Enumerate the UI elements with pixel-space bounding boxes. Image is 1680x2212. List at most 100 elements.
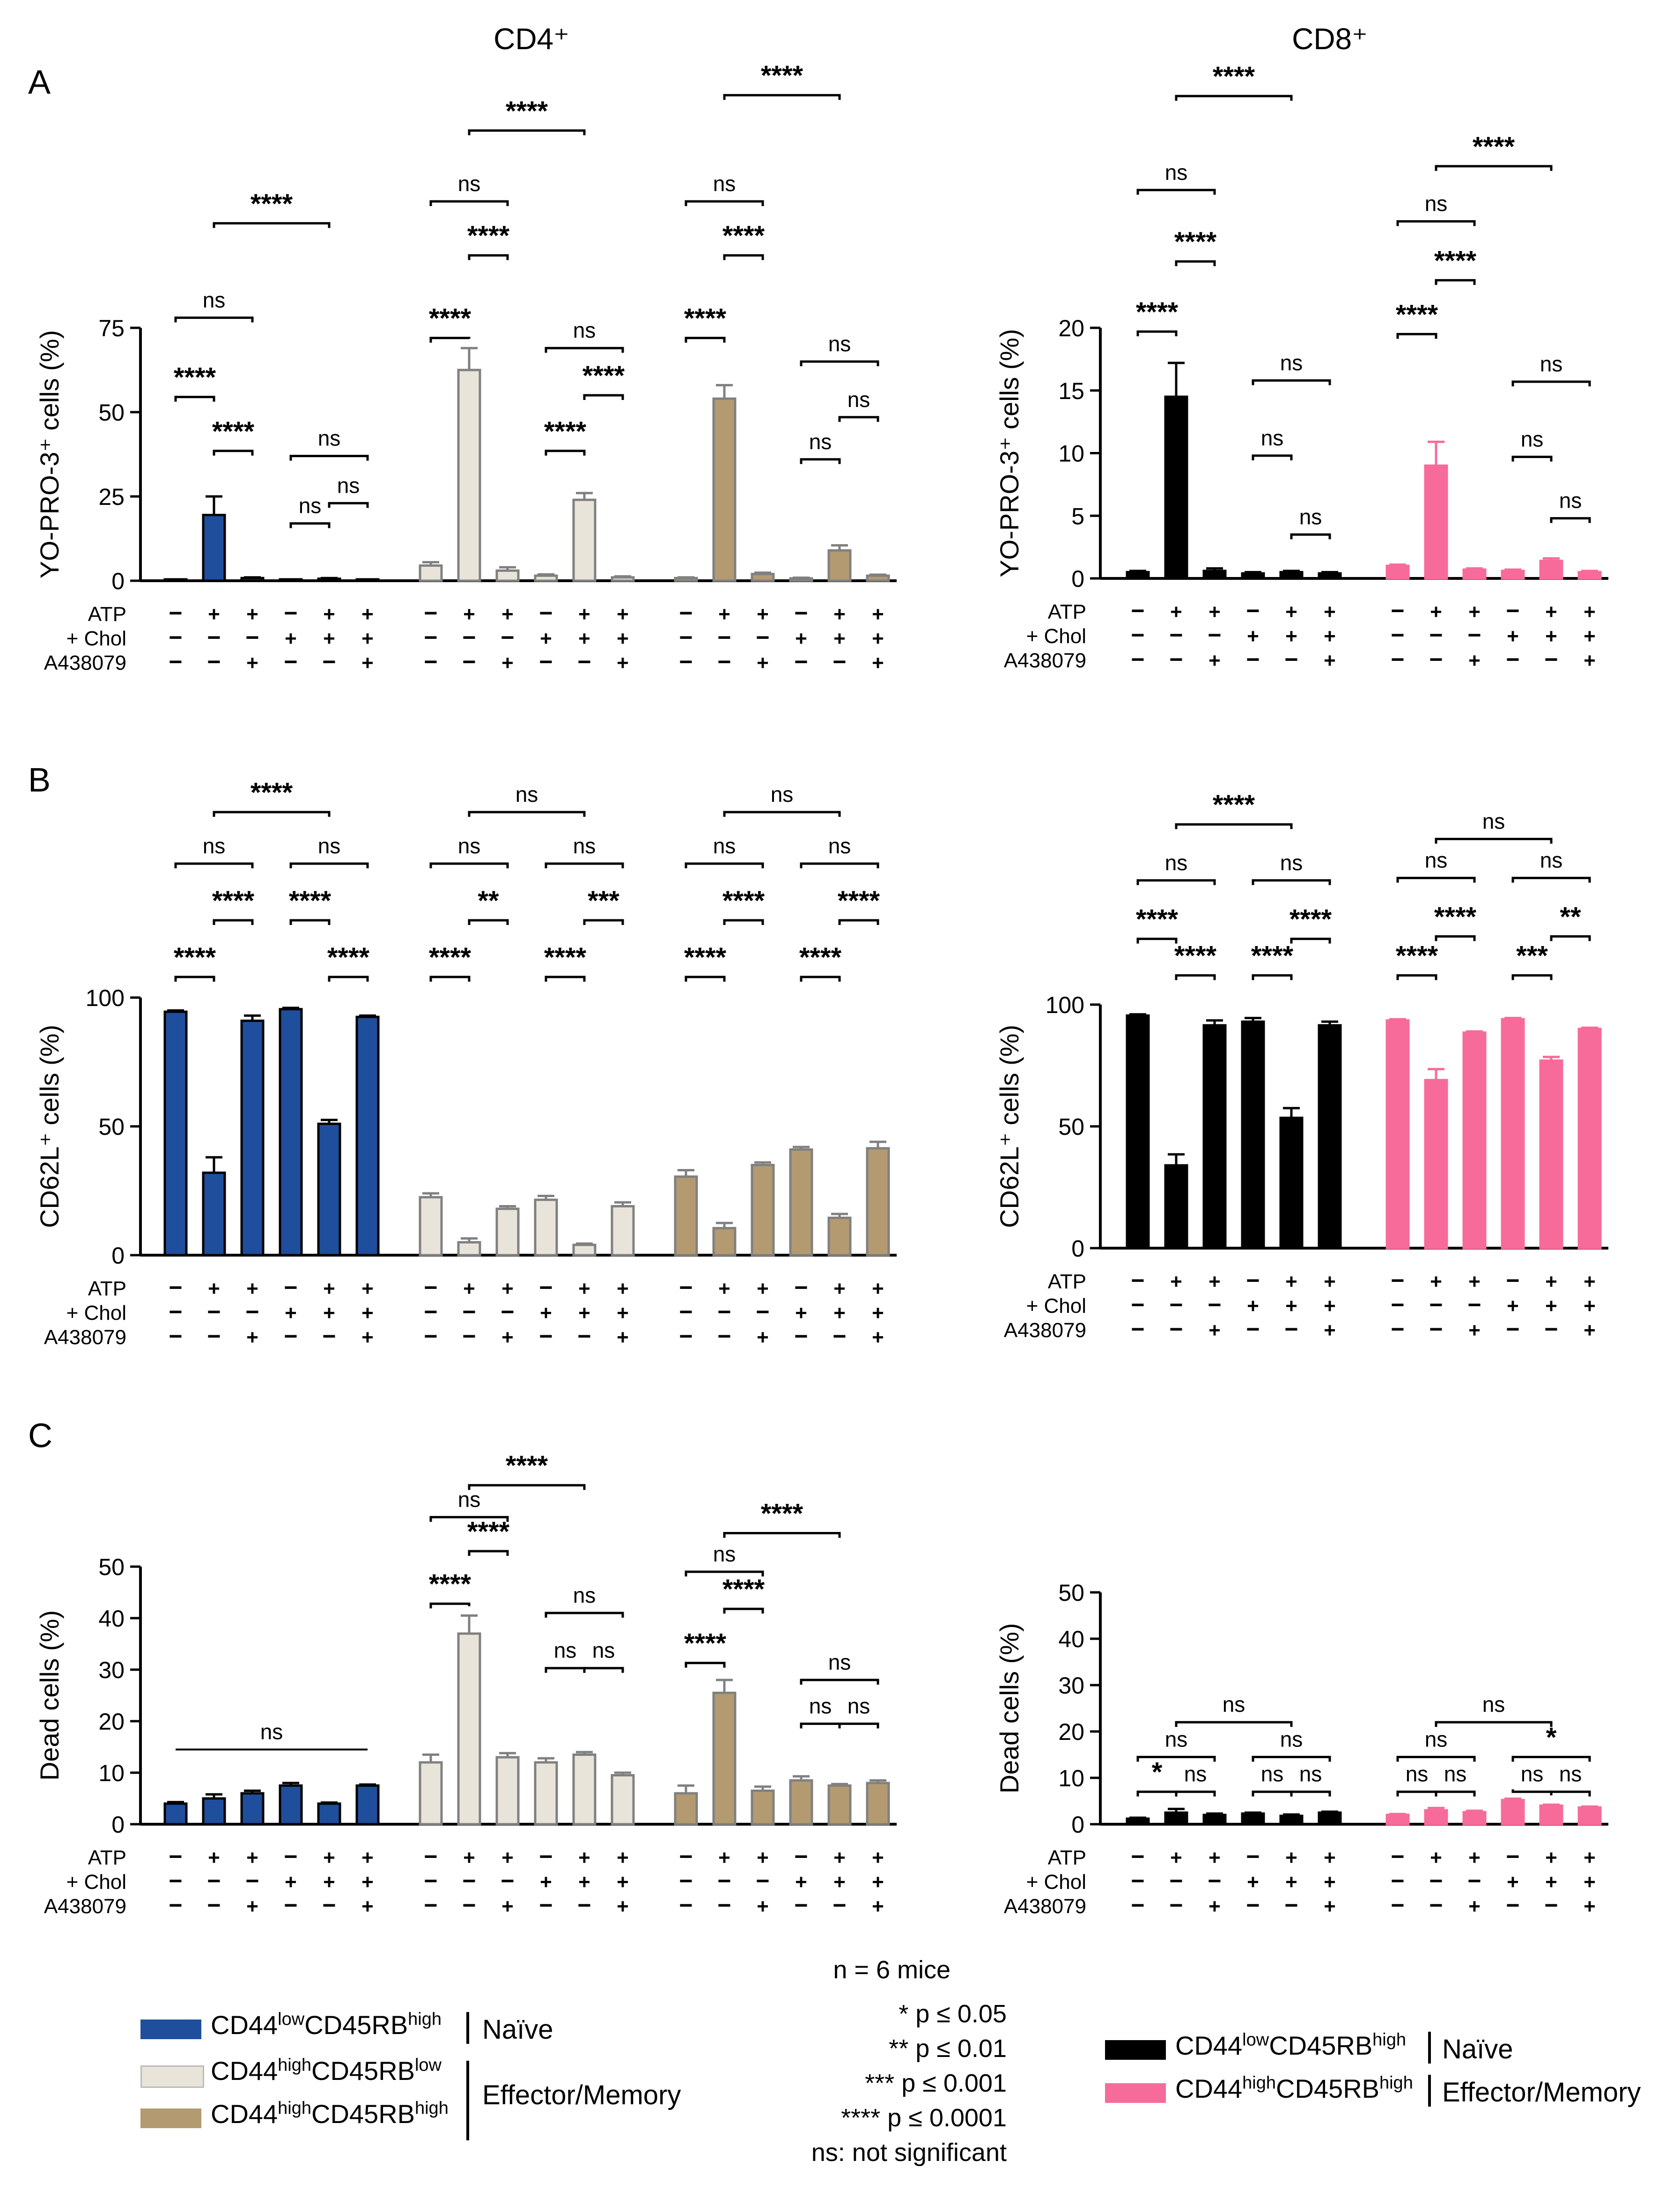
condition-symbol: + xyxy=(323,603,335,626)
condition-symbol: − xyxy=(245,624,259,651)
significance-bracket xyxy=(468,1484,586,1490)
condition-symbol: − xyxy=(1131,1868,1144,1894)
condition-symbol: − xyxy=(794,1892,808,1918)
significance-label: ns xyxy=(260,1720,283,1744)
condition-symbol: + xyxy=(718,603,730,626)
significance-bracket xyxy=(1252,1790,1293,1797)
bar xyxy=(419,1196,443,1257)
bar xyxy=(163,578,188,582)
significance-bracket xyxy=(1175,1790,1216,1797)
significance-bracket xyxy=(174,862,254,868)
condition-symbol: − xyxy=(1131,622,1144,648)
legend-text-cd8-effector: CD44highCD45RBhigh xyxy=(1175,2073,1413,2103)
significance-label: ns xyxy=(713,834,736,858)
bar xyxy=(1279,1117,1304,1250)
y-tick-label: 5 xyxy=(1071,503,1084,529)
bar xyxy=(1539,1804,1563,1826)
significance-label: **** xyxy=(838,886,880,916)
condition-symbol: − xyxy=(1131,1267,1144,1294)
significance-label: **** xyxy=(1473,132,1515,162)
condition-symbol: − xyxy=(577,649,591,675)
condition-symbol: + xyxy=(757,651,769,674)
bar xyxy=(1202,1813,1227,1826)
condition-symbol: + xyxy=(1285,1871,1297,1894)
significance-label: ns xyxy=(1261,1762,1284,1786)
significance-label: ns xyxy=(458,1487,481,1511)
condition-symbol: + xyxy=(323,1871,335,1894)
condition-symbol: − xyxy=(424,1299,437,1325)
significance-label: **** xyxy=(544,416,587,447)
bar xyxy=(534,574,558,582)
condition-symbol: + xyxy=(501,651,514,674)
condition-symbol: − xyxy=(1169,1892,1183,1918)
condition-symbol: − xyxy=(679,1323,693,1349)
significance-bracket xyxy=(545,862,624,868)
significance-bracket xyxy=(1550,935,1591,941)
significance-label: ns xyxy=(771,782,794,806)
condition-symbol: + xyxy=(1584,1871,1596,1894)
legend-label-naive: CD44lowCD45RBhigh xyxy=(211,2009,442,2040)
significance-label: **** xyxy=(251,777,293,808)
significance-bracket xyxy=(838,919,879,925)
significance-bracket xyxy=(1511,456,1553,462)
legend-swatch-cd8-naive xyxy=(1105,2040,1166,2060)
bar xyxy=(495,1207,520,1257)
significance-bracket xyxy=(838,416,879,422)
condition-symbol: + xyxy=(501,603,514,626)
condition-symbol: + xyxy=(617,1302,629,1324)
condition-symbol: + xyxy=(1285,1846,1297,1869)
condition-symbol: + xyxy=(757,1895,769,1918)
bar xyxy=(202,1797,226,1826)
condition-symbol: + xyxy=(872,1277,884,1300)
significance-label: **** xyxy=(722,221,765,251)
bar xyxy=(495,1756,520,1826)
condition-symbol: + xyxy=(463,1277,475,1300)
condition-symbol: − xyxy=(169,1274,182,1301)
condition-symbol: + xyxy=(1247,1871,1259,1894)
condition-symbol: + xyxy=(617,603,629,626)
condition-symbol: − xyxy=(169,1892,182,1918)
significance-label: ns xyxy=(1559,488,1582,513)
significance-label: **** xyxy=(684,1628,727,1659)
condition-symbol: − xyxy=(1391,646,1404,673)
condition-symbol: − xyxy=(1506,598,1519,624)
significance-bracket xyxy=(1396,1755,1476,1762)
y-tick-label: 30 xyxy=(98,1657,125,1683)
y-tick-label: 10 xyxy=(98,1760,125,1786)
significance-label: ns xyxy=(1223,1692,1245,1716)
condition-symbol: − xyxy=(1208,1868,1221,1894)
condition-symbol: − xyxy=(1246,1892,1260,1918)
condition-symbol: − xyxy=(756,1868,769,1894)
significance-label: **** xyxy=(1396,941,1438,971)
significance-bracket xyxy=(174,316,254,323)
significance-bracket xyxy=(289,522,331,528)
condition-symbol: + xyxy=(1170,600,1182,623)
bar xyxy=(1385,1813,1410,1826)
significance-bracket xyxy=(213,811,331,817)
bar xyxy=(457,369,481,582)
bar xyxy=(202,1171,226,1257)
significance-bracket xyxy=(1396,333,1437,339)
condition-symbol: − xyxy=(462,624,476,651)
condition-symbol: + xyxy=(578,1871,590,1894)
significance-bracket xyxy=(1511,974,1553,980)
significance-bracket xyxy=(468,919,509,925)
condition-symbol: + xyxy=(617,651,629,674)
condition-symbol: − xyxy=(794,649,808,675)
y-axis-label: YO-PRO-3⁺ cells (%) xyxy=(995,329,1024,577)
condition-symbol: − xyxy=(1544,1892,1558,1918)
condition-symbol: − xyxy=(284,1323,297,1349)
y-tick-label: 50 xyxy=(1058,1114,1084,1140)
bar xyxy=(317,1123,341,1257)
y-tick-label: 0 xyxy=(1071,566,1084,592)
significance-bracket xyxy=(1252,379,1331,385)
condition-symbol: + xyxy=(757,1326,769,1349)
text-part: CD44 xyxy=(211,2099,278,2129)
significance-bracket xyxy=(583,1667,624,1673)
bar xyxy=(827,549,852,582)
condition-label: + Chol xyxy=(1026,1295,1086,1317)
significance-bracket xyxy=(685,862,764,868)
y-tick-label: 20 xyxy=(1058,315,1084,341)
condition-symbol: − xyxy=(169,1843,182,1870)
significance-bracket xyxy=(800,1723,841,1729)
